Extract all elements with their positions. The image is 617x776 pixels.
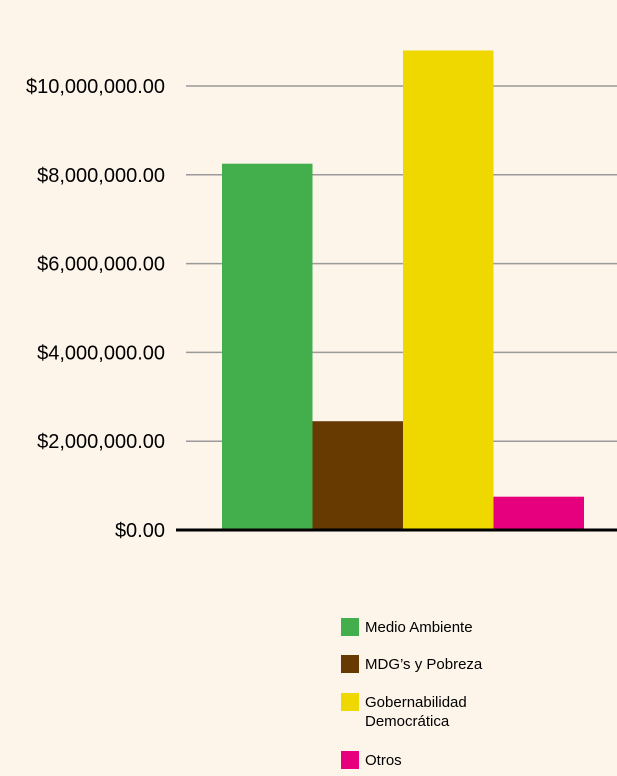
y-tick-label: $4,000,000.00 — [37, 342, 165, 364]
bar — [222, 163, 313, 530]
bars — [222, 50, 584, 530]
bar — [403, 50, 494, 530]
bar — [493, 496, 584, 530]
legend-swatch — [341, 751, 359, 769]
y-tick-label: $2,000,000.00 — [37, 431, 165, 453]
legend-swatch — [341, 618, 359, 636]
y-tick-label: $0.00 — [115, 520, 165, 542]
legend-label: Otros — [365, 752, 402, 769]
legend-label: MDG’s y Pobreza — [365, 656, 483, 673]
y-axis-tick-labels: $0.00 $2,000,000.00 $4,000,000.00 $6,000,00… — [26, 76, 165, 542]
y-tick-label: $6,000,000.00 — [37, 254, 165, 276]
y-tick-label: $8,000,000.00 — [37, 165, 165, 187]
legend-swatch — [341, 655, 359, 673]
legend-label: Medio Ambiente — [365, 619, 473, 636]
bar — [312, 421, 403, 530]
legend-label: Gobernabilidad — [365, 694, 467, 711]
legend: Medio Ambiente MDG’s y Pobreza Gobernabili… — [341, 618, 483, 769]
legend-label: Democrática — [365, 713, 450, 730]
y-tick-label: $10,000,000.00 — [26, 76, 165, 98]
legend-swatch — [341, 693, 359, 711]
